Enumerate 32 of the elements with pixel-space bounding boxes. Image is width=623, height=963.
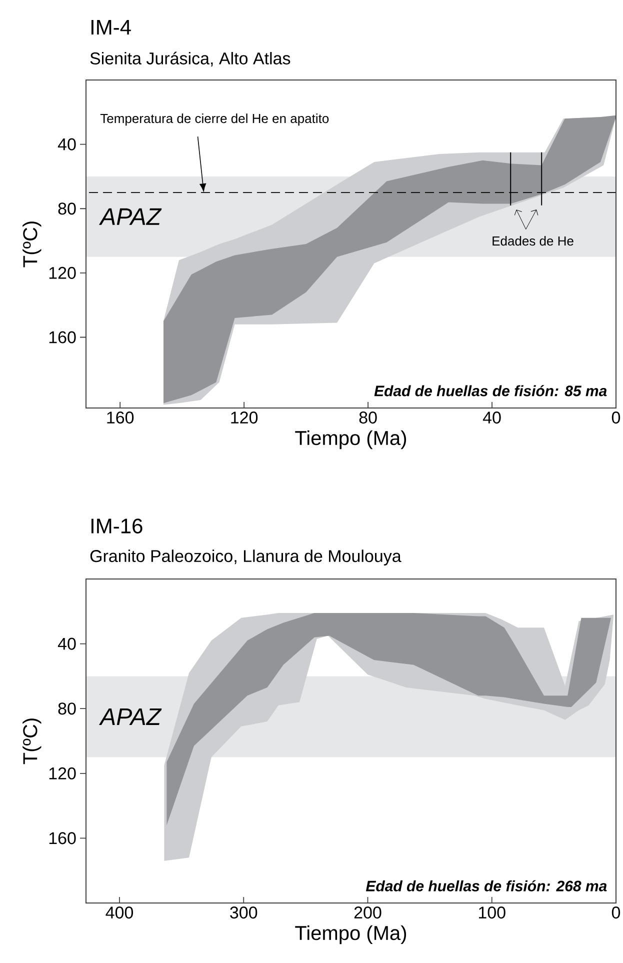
annotation: Edad de huellas de fisión: 268 ma bbox=[366, 880, 607, 892]
y-tick-label: 40 bbox=[58, 138, 76, 150]
x-tick-label: 200 bbox=[354, 906, 382, 919]
x-tick-label: 400 bbox=[106, 906, 134, 919]
x-axis-title: Tiempo (Ma) bbox=[295, 925, 406, 944]
y-tick-label: 80 bbox=[58, 202, 76, 215]
y-tick-label: 160 bbox=[49, 331, 76, 344]
x-tick-label: 0 bbox=[612, 906, 620, 919]
y-axis-title: T(ºC) bbox=[22, 718, 42, 764]
band-label: APAZ bbox=[98, 208, 162, 225]
y-tick-label: 40 bbox=[58, 638, 76, 650]
band-label: APAZ bbox=[98, 708, 162, 725]
y-tick-label: 160 bbox=[49, 832, 76, 844]
annotation: Edad de huellas de fisión: 85 ma bbox=[374, 385, 607, 396]
y-tick-label: 80 bbox=[58, 702, 76, 715]
x-tick-label: 0 bbox=[612, 412, 620, 424]
x-tick-label: 80 bbox=[359, 412, 377, 424]
x-tick-label: 100 bbox=[478, 906, 506, 919]
x-axis-title: Tiempo (Ma) bbox=[295, 430, 406, 450]
chart-subtitle: Sienita Jurásica, Alto Atlas bbox=[90, 52, 290, 66]
y-axis-title: T(ºC) bbox=[22, 222, 42, 268]
x-tick-label: 120 bbox=[231, 412, 258, 424]
annotation: Temperatura de cierre del He en apatito bbox=[100, 114, 329, 126]
annotation: Edades de He bbox=[492, 236, 574, 246]
chart-title: IM-16 bbox=[91, 518, 142, 534]
chart-title: IM-4 bbox=[91, 20, 131, 34]
y-tick-label: 120 bbox=[49, 767, 76, 780]
x-tick-label: 40 bbox=[482, 412, 501, 424]
chart-subtitle: Granito Paleozoico, Llanura de Moulouya bbox=[90, 550, 402, 566]
x-tick-label: 300 bbox=[230, 906, 258, 919]
y-tick-label: 120 bbox=[49, 266, 76, 279]
x-tick-label: 160 bbox=[107, 412, 134, 424]
